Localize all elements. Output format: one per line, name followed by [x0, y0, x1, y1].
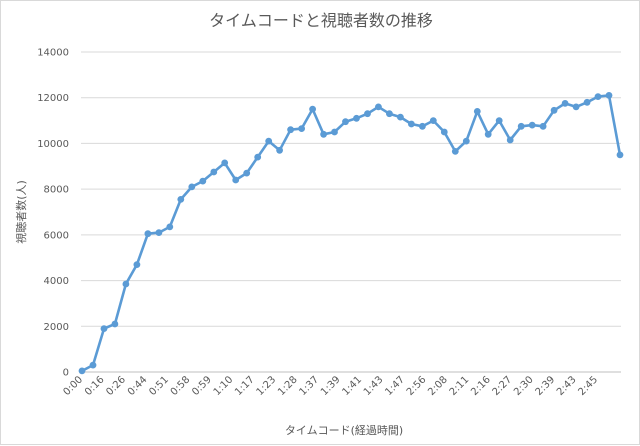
data-point [254, 153, 262, 161]
x-tick-label: 1:10 [212, 374, 236, 398]
data-point [397, 113, 404, 121]
x-tick-label: 2:11 [448, 374, 472, 398]
data-point [265, 137, 273, 145]
chart-title: タイムコードと視聴者数の推移 [209, 11, 433, 30]
data-point [353, 114, 360, 122]
data-point [419, 122, 426, 130]
x-tick-label: 2:56 [405, 374, 429, 398]
data-point [440, 128, 448, 136]
x-tick-label: 0:26 [104, 374, 128, 398]
x-tick-label: 2:08 [426, 374, 450, 398]
x-tick-label: 2:27 [491, 374, 515, 398]
x-tick-label: 1:28 [276, 374, 300, 398]
series-line [80, 94, 622, 373]
data-point [122, 280, 130, 288]
x-tick-label: 1:47 [383, 374, 407, 398]
data-point [484, 130, 492, 138]
y-tick-label: 4000 [44, 276, 69, 287]
y-tick-label: 8000 [44, 185, 69, 196]
data-point [594, 93, 602, 100]
data-point [331, 128, 338, 136]
data-point [78, 367, 86, 375]
x-tick-label: 1:39 [319, 374, 343, 398]
x-tick-label: 2:30 [512, 374, 536, 398]
data-point [144, 230, 152, 238]
data-point [572, 103, 580, 111]
x-tick-label: 0:58 [169, 374, 193, 398]
data-point [188, 183, 196, 191]
x-tick-label: 1:37 [297, 374, 321, 398]
data-point [495, 117, 503, 124]
x-tick-label: 1:41 [340, 374, 364, 398]
data-point [221, 159, 229, 167]
x-tick-label: 0:44 [126, 374, 150, 398]
x-tick-label: 2:43 [555, 374, 579, 398]
y-tick-label: 10000 [37, 139, 69, 150]
data-point [473, 108, 481, 115]
data-point [528, 121, 536, 129]
data-point [462, 137, 470, 145]
x-tick-label: 1:17 [233, 374, 257, 398]
data-point [320, 130, 327, 138]
series-layer [78, 92, 624, 375]
data-point [386, 110, 393, 118]
data-point [155, 229, 163, 237]
data-point [605, 92, 613, 99]
x-tick-label: 2:16 [469, 374, 493, 398]
y-tick-label: 6000 [44, 230, 69, 241]
data-point [550, 106, 558, 114]
data-point [561, 100, 569, 107]
y-axis-ticks: 0 2000 4000 6000 8000 10000 12000 14000 [37, 48, 69, 379]
y-tick-label: 0 [63, 368, 69, 379]
data-point [408, 120, 415, 128]
data-point [309, 105, 316, 113]
x-tick-label: 1:43 [362, 374, 386, 398]
data-point [287, 126, 294, 134]
x-tick-label: 0:51 [147, 374, 171, 398]
data-point [111, 320, 119, 328]
data-point [375, 103, 382, 111]
data-point [517, 122, 525, 130]
x-tick-label: 0:59 [190, 374, 214, 398]
data-point [364, 110, 371, 118]
x-tick-label: 2:39 [534, 374, 558, 398]
data-point [199, 177, 207, 185]
data-point [210, 168, 218, 176]
data-point [583, 98, 591, 106]
data-point [100, 325, 108, 332]
data-point [298, 125, 305, 132]
x-tick-label: 2:45 [576, 374, 600, 398]
data-point [133, 261, 141, 268]
y-tick-label: 12000 [37, 93, 69, 104]
y-tick-label: 14000 [37, 48, 69, 59]
x-tick-label: 0:16 [83, 374, 107, 398]
x-axis-title: タイムコード(経過時間) [285, 424, 403, 437]
data-point [276, 146, 283, 154]
data-point [177, 196, 185, 203]
data-point [506, 136, 514, 144]
data-point [232, 176, 240, 184]
y-tick-label: 2000 [44, 322, 69, 333]
data-point [166, 223, 174, 231]
data-point [89, 361, 97, 369]
data-point [243, 169, 251, 177]
data-point [616, 151, 624, 159]
x-tick-label: 1:23 [255, 374, 279, 398]
data-point [342, 118, 349, 126]
data-point [451, 148, 459, 155]
y-axis-title: 視聴者数(人) [14, 180, 28, 244]
data-point [539, 122, 547, 130]
x-axis-ticks: 0:000:160:260:440:510:580:591:101:171:23… [61, 374, 600, 398]
data-point [429, 117, 437, 124]
gridlines [81, 51, 621, 373]
